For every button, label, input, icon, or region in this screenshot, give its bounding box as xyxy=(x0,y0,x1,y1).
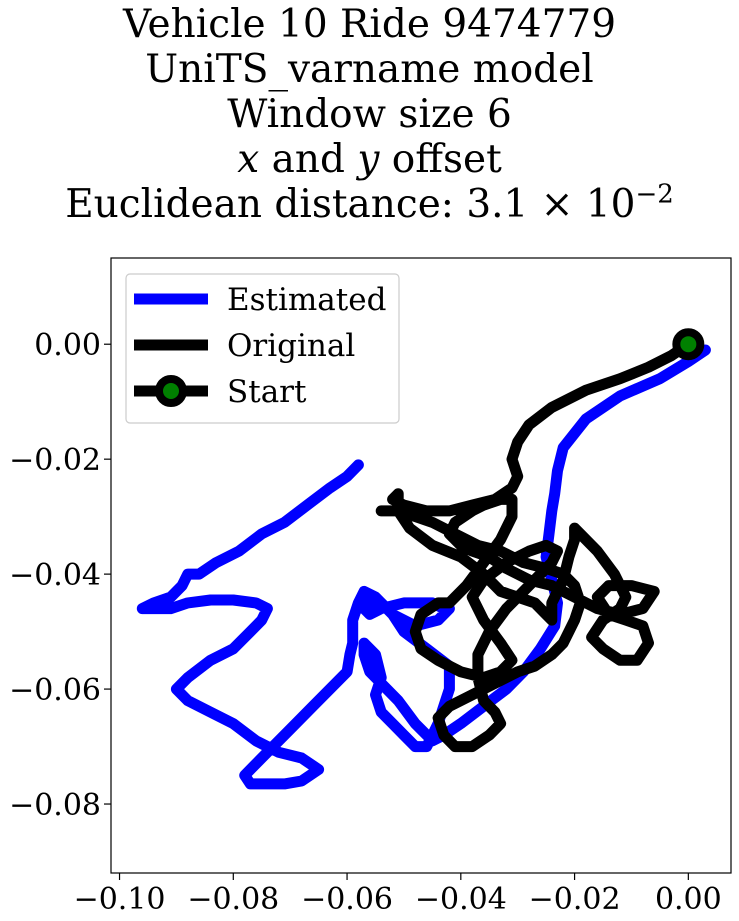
chart-title: Vehicle 10 Ride 9474779 UniTS_varname mo… xyxy=(0,0,739,227)
title-line-model: UniTS_varname model xyxy=(145,47,594,92)
x-tick-label: 0.00 xyxy=(655,882,722,917)
series-line-original xyxy=(375,338,694,753)
x-tick-label: −0.04 xyxy=(415,882,507,917)
x-tick-label: −0.08 xyxy=(187,882,279,917)
legend-label-original: Original xyxy=(227,328,355,364)
axes-layer: −0.10 −0.08 −0.06 −0.04 −0.02 0.00 0.00 −0.02 −0… xyxy=(9,328,722,917)
x-tick-label: −0.02 xyxy=(529,882,621,917)
y-tick-label: −0.04 xyxy=(9,558,101,593)
title-and-text: and xyxy=(259,137,358,182)
title-y-symbol: y xyxy=(357,137,380,182)
x-tick-label: −0.06 xyxy=(301,882,393,917)
y-tick-label: 0.00 xyxy=(34,328,101,363)
series-layer xyxy=(136,328,711,790)
legend: Estimated Original Start xyxy=(125,273,400,424)
distance-text: Euclidean distance: 3.1 × 10 xyxy=(65,182,636,227)
title-line-vehicle: Vehicle 10 Ride 9474779 xyxy=(122,2,617,47)
legend-marker-start xyxy=(155,375,187,407)
legend-label-start: Start xyxy=(227,374,307,410)
plot-frame xyxy=(110,257,732,874)
legend-label-estimated: Estimated xyxy=(227,282,386,318)
distance-exponent: −2 xyxy=(635,179,674,210)
y-tick-label: −0.08 xyxy=(9,788,101,823)
title-line-distance: Euclidean distance: 3.1 × 10−2 xyxy=(0,182,739,227)
y-tick-label: −0.02 xyxy=(9,443,101,478)
title-offset-text: offset xyxy=(379,137,502,182)
x-tick-label: −0.10 xyxy=(74,882,166,917)
title-line-window: Window size 6 xyxy=(227,92,512,137)
title-x-symbol: x xyxy=(237,137,260,182)
y-tick-label: −0.06 xyxy=(9,673,101,708)
title-line-offset: x and y offset xyxy=(0,137,739,182)
start-marker xyxy=(672,328,705,361)
